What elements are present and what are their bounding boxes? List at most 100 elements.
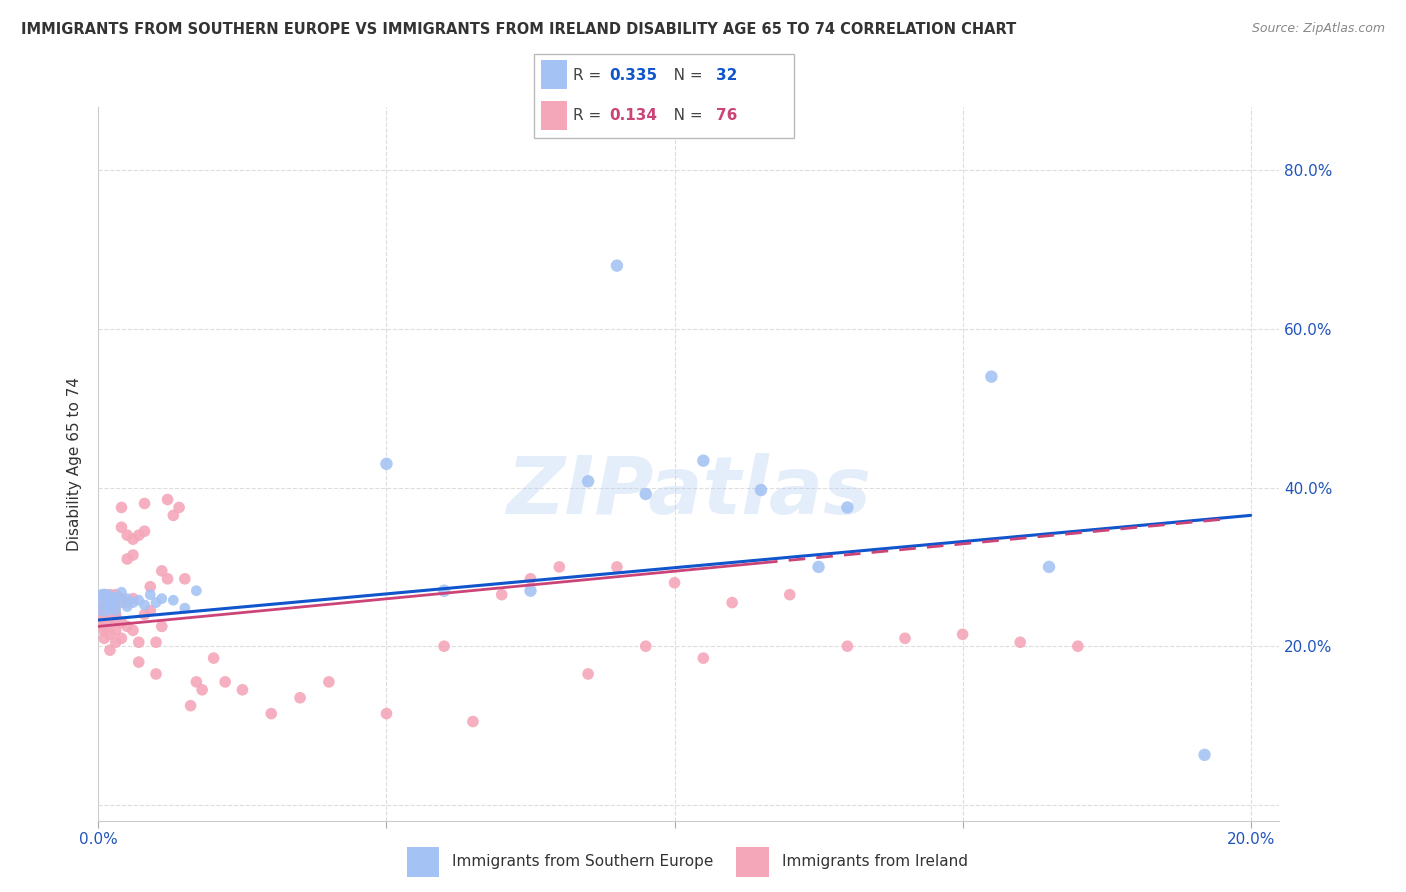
Point xyxy=(167,500,190,515)
Point xyxy=(122,532,145,546)
Text: R =: R = xyxy=(574,108,606,123)
Point xyxy=(93,619,115,633)
Point xyxy=(145,667,167,681)
Point xyxy=(110,585,132,599)
Point xyxy=(139,603,162,617)
FancyBboxPatch shape xyxy=(534,54,794,138)
Point xyxy=(98,599,121,614)
Point xyxy=(634,639,657,653)
Point xyxy=(98,615,121,630)
Point xyxy=(606,560,628,574)
Point xyxy=(837,639,859,653)
Point xyxy=(150,591,173,606)
FancyBboxPatch shape xyxy=(737,847,769,877)
Point xyxy=(721,596,744,610)
Point xyxy=(104,611,127,625)
Point xyxy=(202,651,225,665)
Point xyxy=(128,655,150,669)
Point xyxy=(433,639,456,653)
Point xyxy=(110,632,132,646)
Point xyxy=(150,619,173,633)
Point xyxy=(491,588,513,602)
Text: Immigrants from Ireland: Immigrants from Ireland xyxy=(782,855,967,869)
Point xyxy=(156,572,179,586)
Text: N =: N = xyxy=(659,108,707,123)
Point xyxy=(110,596,132,610)
Point xyxy=(93,624,115,638)
Point xyxy=(173,572,195,586)
Point xyxy=(104,607,127,622)
Point xyxy=(98,588,121,602)
Point xyxy=(749,483,772,497)
Point xyxy=(128,635,150,649)
Text: 0.335: 0.335 xyxy=(610,68,658,83)
Point xyxy=(90,606,112,620)
FancyBboxPatch shape xyxy=(406,847,439,877)
Point xyxy=(134,598,156,612)
Point xyxy=(104,599,127,614)
Point xyxy=(104,635,127,649)
Point xyxy=(191,682,214,697)
Point xyxy=(150,564,173,578)
Point xyxy=(115,552,138,566)
Point xyxy=(288,690,311,705)
Point xyxy=(162,593,184,607)
Point xyxy=(461,714,484,729)
Point xyxy=(122,548,145,562)
Point xyxy=(110,520,132,534)
Point xyxy=(115,591,138,606)
Point xyxy=(173,601,195,615)
Point xyxy=(214,674,236,689)
Point xyxy=(162,508,184,523)
Point xyxy=(375,457,398,471)
Point xyxy=(145,596,167,610)
Point xyxy=(139,588,162,602)
Text: 0.134: 0.134 xyxy=(610,108,658,123)
FancyBboxPatch shape xyxy=(541,61,567,89)
Point xyxy=(548,560,571,574)
Point xyxy=(519,572,541,586)
Point xyxy=(104,590,127,604)
Text: IMMIGRANTS FROM SOUTHERN EUROPE VS IMMIGRANTS FROM IRELAND DISABILITY AGE 65 TO : IMMIGRANTS FROM SOUTHERN EUROPE VS IMMIG… xyxy=(21,22,1017,37)
Point xyxy=(104,624,127,638)
Point xyxy=(110,615,132,630)
Point xyxy=(110,591,132,606)
Point xyxy=(180,698,202,713)
Point xyxy=(1067,639,1090,653)
Point xyxy=(93,596,115,610)
Point xyxy=(115,528,138,542)
Text: R =: R = xyxy=(574,68,606,83)
Point xyxy=(104,588,127,602)
Point xyxy=(606,259,628,273)
Point xyxy=(115,596,138,610)
Point xyxy=(260,706,283,721)
Point xyxy=(139,580,162,594)
Point xyxy=(519,583,541,598)
Point xyxy=(664,575,686,590)
Point xyxy=(375,706,398,721)
Text: N =: N = xyxy=(659,68,707,83)
Text: 76: 76 xyxy=(716,108,738,123)
Point xyxy=(231,682,253,697)
Point xyxy=(110,500,132,515)
Point xyxy=(122,624,145,638)
Point xyxy=(318,674,340,689)
Point xyxy=(952,627,974,641)
Point xyxy=(186,583,208,598)
Point xyxy=(128,528,150,542)
Point xyxy=(1038,560,1060,574)
Text: ZIPatlas: ZIPatlas xyxy=(506,453,872,532)
Point xyxy=(837,500,859,515)
Text: Source: ZipAtlas.com: Source: ZipAtlas.com xyxy=(1251,22,1385,36)
Point xyxy=(93,611,115,625)
Point xyxy=(134,607,156,622)
Point xyxy=(98,643,121,657)
Point xyxy=(894,632,917,646)
Point xyxy=(134,496,156,510)
Point xyxy=(122,591,145,606)
Point xyxy=(1010,635,1032,649)
Point xyxy=(115,619,138,633)
Point xyxy=(692,453,714,467)
Point xyxy=(1194,747,1216,762)
Point xyxy=(145,635,167,649)
